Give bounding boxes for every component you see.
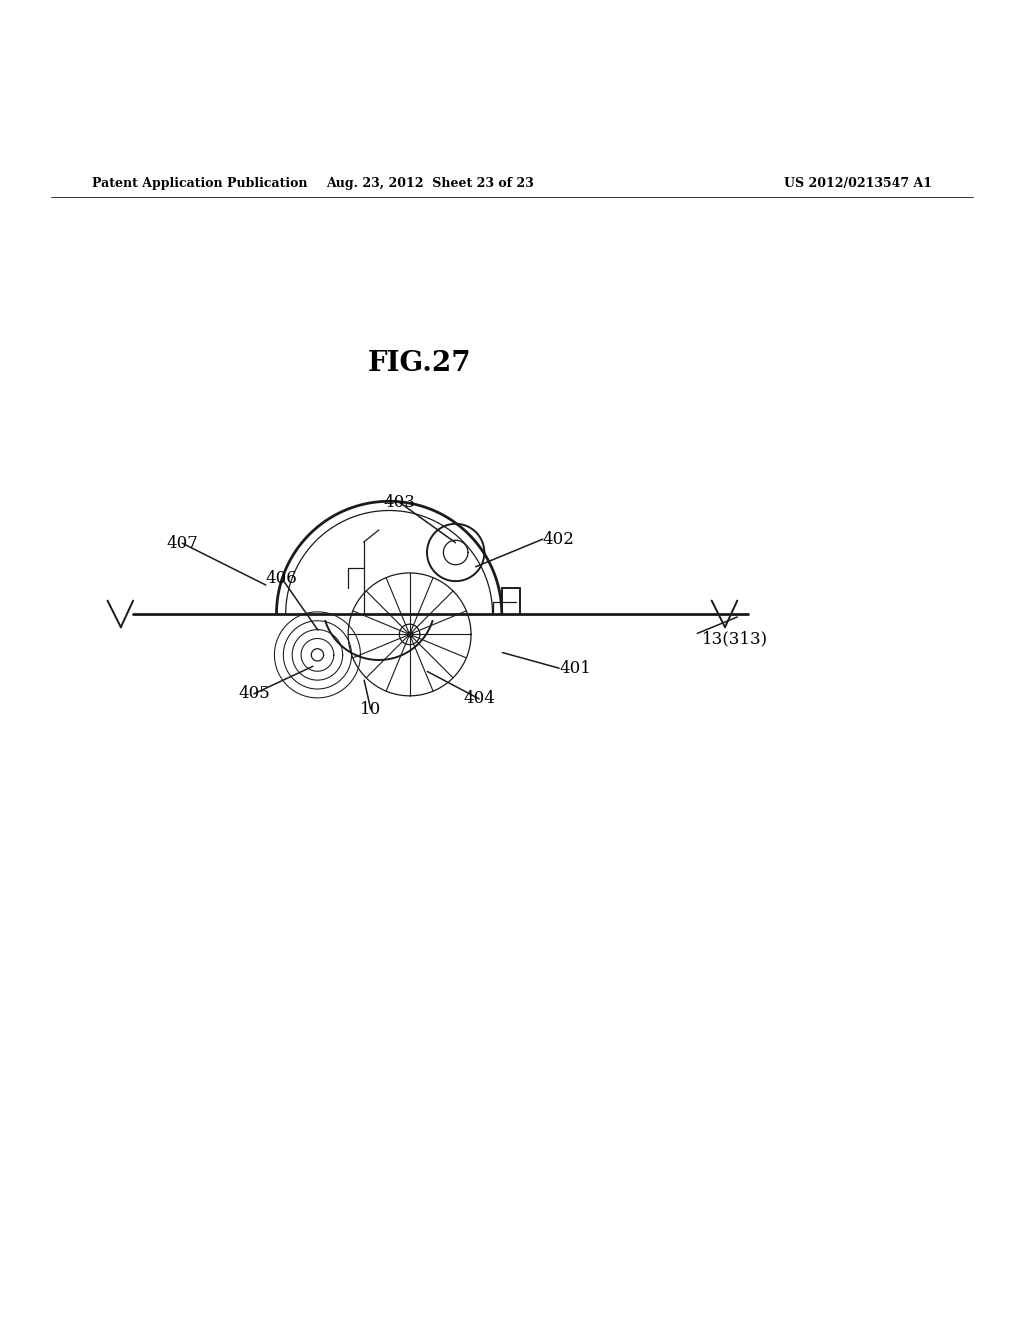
Text: 402: 402 [543, 531, 574, 548]
Text: 401: 401 [559, 660, 591, 677]
Text: 404: 404 [463, 690, 496, 708]
Text: 10: 10 [360, 701, 381, 718]
Text: Aug. 23, 2012  Sheet 23 of 23: Aug. 23, 2012 Sheet 23 of 23 [327, 177, 534, 190]
Text: 406: 406 [265, 570, 298, 586]
Text: 13(313): 13(313) [701, 630, 768, 647]
Text: Patent Application Publication: Patent Application Publication [92, 177, 307, 190]
Text: FIG.27: FIG.27 [368, 350, 472, 376]
Text: 407: 407 [166, 535, 199, 552]
Text: US 2012/0213547 A1: US 2012/0213547 A1 [783, 177, 932, 190]
Text: 405: 405 [238, 685, 270, 702]
Text: 403: 403 [383, 494, 416, 511]
